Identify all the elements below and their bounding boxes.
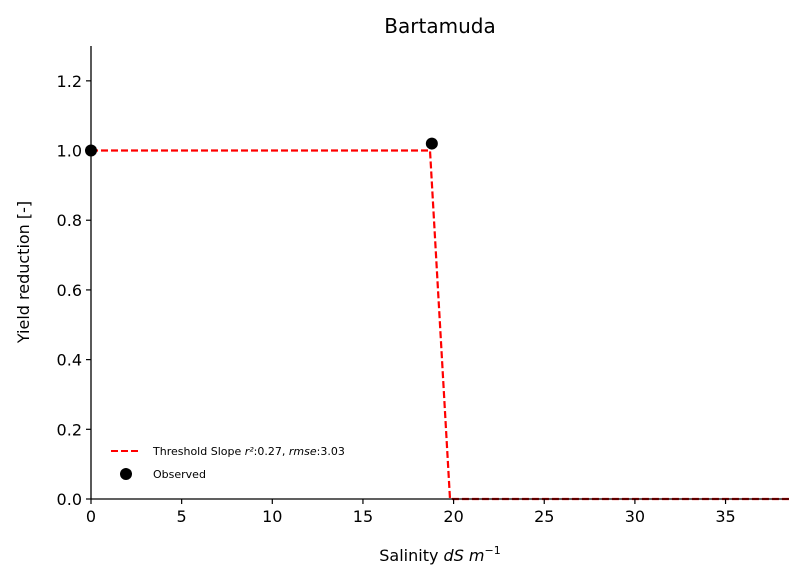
- legend: Threshold Slope r²:0.27, rmse:3.03 Obser…: [111, 445, 345, 481]
- y-tick-label: 0.8: [57, 211, 82, 230]
- x-axis-label-unit: dS m: [444, 546, 485, 565]
- x-axis-label-exponent: −1: [485, 544, 501, 557]
- x-tick-label: 35: [715, 507, 735, 526]
- x-tick-label: 0: [86, 507, 96, 526]
- x-tick-label: 20: [443, 507, 463, 526]
- x-axis-ticks: 0 5 10 15 20 25 30 35: [86, 499, 736, 526]
- x-tick-label: 10: [262, 507, 282, 526]
- y-tick-label: 0.4: [57, 351, 82, 370]
- x-tick-label: 15: [353, 507, 373, 526]
- y-tick-label: 1.0: [57, 142, 82, 161]
- legend-rmse-symbol: rmse: [289, 445, 317, 458]
- legend-scatter-label: Observed: [153, 468, 206, 481]
- legend-r2-symbol: r²: [245, 445, 255, 458]
- x-axis-label-prefix: Salinity: [379, 546, 443, 565]
- legend-line-name: Threshold Slope: [152, 445, 245, 458]
- legend-line-label: Threshold Slope r²:0.27, rmse:3.03: [152, 445, 345, 458]
- y-tick-label: 0.0: [57, 490, 82, 509]
- y-axis-ticks: 0.0 0.2 0.4 0.6 0.8 1.0 1.2: [57, 72, 91, 509]
- y-tick-label: 1.2: [57, 72, 82, 91]
- y-tick-label: 0.2: [57, 420, 82, 439]
- observed-point: [425, 137, 438, 150]
- x-tick-label: 30: [625, 507, 645, 526]
- y-axis-label: Yield reduction [-]: [14, 201, 33, 344]
- x-tick-label: 5: [177, 507, 187, 526]
- legend-scatter-swatch: [120, 468, 132, 480]
- chart-title: Bartamuda: [384, 14, 495, 38]
- legend-r2-value: :0.27,: [254, 445, 289, 458]
- legend-rmse-value: :3.03: [317, 445, 345, 458]
- x-axis-label: Salinity dS m−1: [379, 544, 500, 565]
- x-tick-label: 25: [534, 507, 554, 526]
- threshold-slope-line: [91, 149, 789, 501]
- y-tick-label: 0.6: [57, 281, 82, 300]
